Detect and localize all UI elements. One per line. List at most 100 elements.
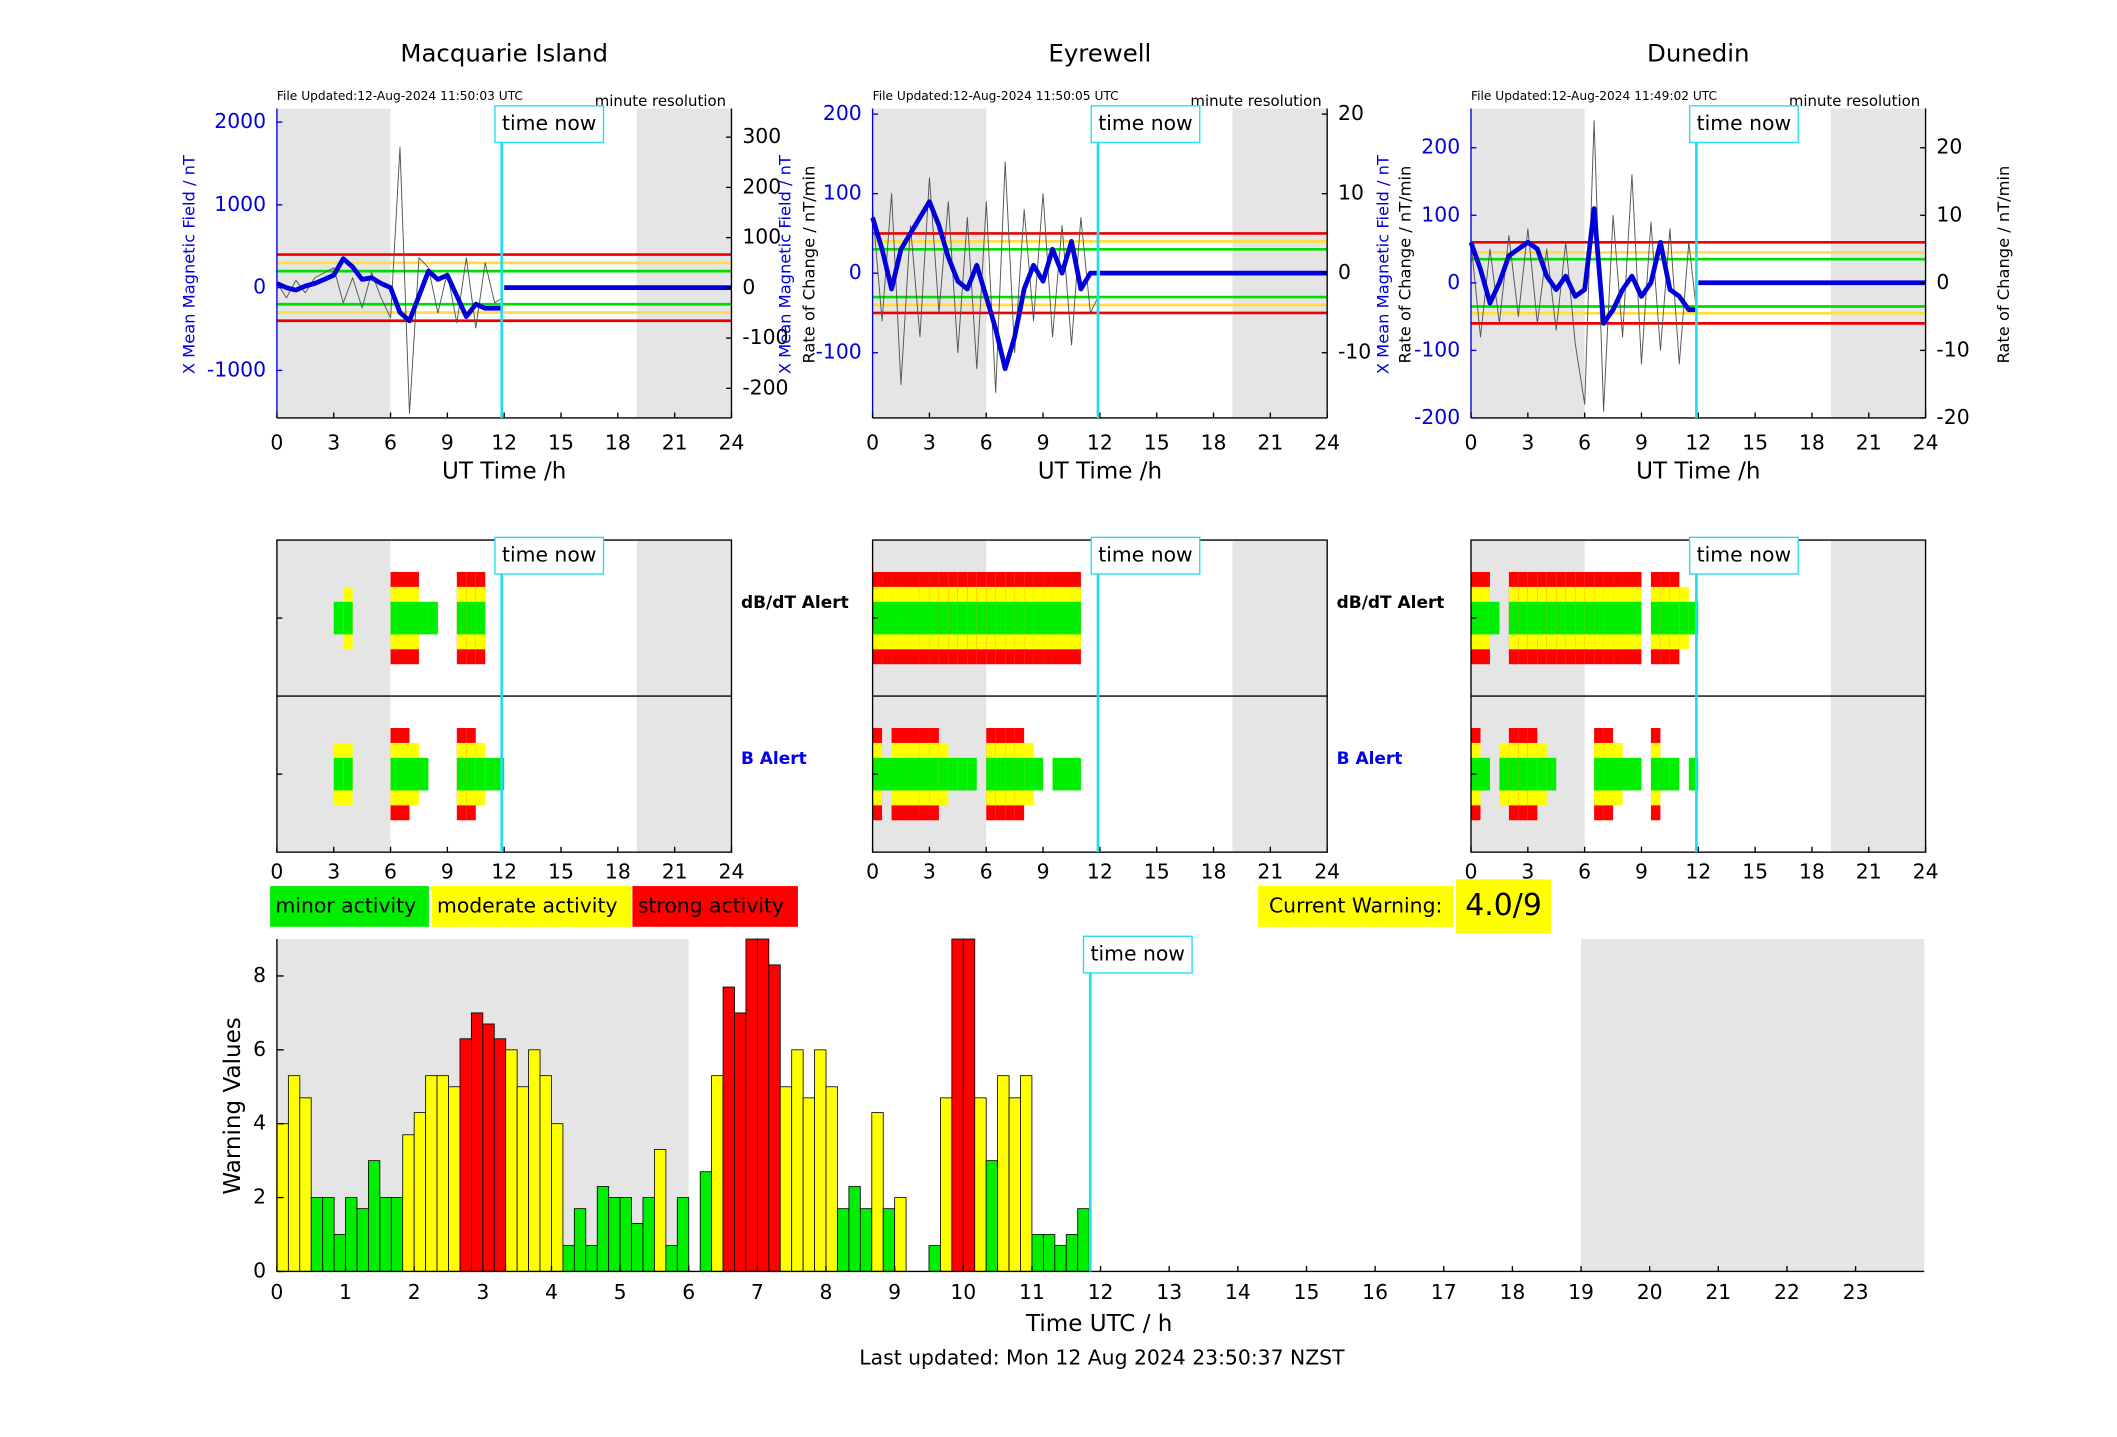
alert-block [1688, 601, 1699, 635]
alert-block [1489, 601, 1500, 635]
alert-block [1508, 601, 1519, 635]
y-tick-label: 0 [253, 1258, 266, 1282]
y2-tick-label: -100 [742, 325, 788, 349]
night-shade [1830, 108, 1926, 418]
field-line [870, 199, 1328, 372]
alert-block [957, 601, 968, 635]
x-tick-label: 3 [327, 431, 340, 455]
warning-bar [962, 938, 976, 1272]
warning-bar [619, 1197, 632, 1272]
warning-bar [1054, 1245, 1067, 1272]
x-tick-label: 18 [1201, 860, 1227, 884]
x-tick-label: 6 [980, 431, 993, 455]
row-label: B Alert [1337, 748, 1403, 768]
warning-bar [608, 1197, 621, 1272]
alert-block [919, 757, 930, 791]
y-tick-label: 2 [253, 1185, 266, 1209]
alert-block [1052, 757, 1063, 791]
y2-tick-label: -10 [1936, 337, 1969, 361]
x-tick-label: 18 [605, 860, 631, 884]
y-tick-label: -100 [816, 340, 862, 364]
x-tick-label: 0 [866, 431, 879, 455]
warning-bar [516, 1086, 530, 1272]
time-now-box [494, 536, 605, 575]
x-tick-label: 6 [980, 860, 993, 884]
warning-bar [1077, 1208, 1090, 1272]
warning-bar [356, 1208, 369, 1272]
x-axis-label: Time UTC / h [1025, 1311, 1172, 1337]
alert-block [466, 601, 476, 635]
y2-axis-label: Rate of Change / nT/min [800, 166, 819, 364]
alert-block [948, 757, 958, 791]
station-title: Dunedin [1647, 38, 1750, 67]
warning-label: Current Warning: [1269, 893, 1442, 917]
alert-block [1537, 757, 1547, 791]
alert-block [986, 601, 996, 635]
warning-bar [859, 1208, 873, 1272]
alert-block [494, 757, 505, 791]
y-tick-label: 8 [253, 963, 266, 987]
night-shade [1232, 108, 1328, 418]
warning-bar [779, 1086, 793, 1272]
alert-block [400, 757, 410, 791]
y-tick-label: 6 [253, 1037, 266, 1061]
x-tick-label: 12 [1088, 1280, 1114, 1304]
alert-block [1575, 601, 1585, 635]
alert-block [1660, 601, 1670, 635]
warning-bar [791, 1049, 804, 1272]
night-shade [872, 108, 987, 418]
alert-block [967, 757, 977, 791]
warning-bar [1042, 1234, 1056, 1272]
warning-bar [287, 1075, 301, 1272]
x-axis-label: UT Time /h [1038, 459, 1162, 485]
warning-bar [676, 1197, 690, 1272]
alert-block [1518, 601, 1528, 635]
warning-bar [699, 1171, 713, 1272]
alert-block [390, 601, 401, 635]
warning-bar [573, 1208, 587, 1272]
alert-block [1508, 757, 1519, 791]
x-tick-label: 0 [270, 860, 283, 884]
alert-block [1565, 601, 1576, 635]
warning-bar [768, 964, 781, 1272]
alert-block [1546, 601, 1557, 635]
warning-bar [997, 1075, 1010, 1272]
warning-bar [1020, 1075, 1033, 1272]
x-tick-label: 24 [719, 860, 745, 884]
warning-bar [413, 1112, 427, 1272]
alert-block [475, 757, 486, 791]
alert-block [1071, 601, 1081, 635]
alert-block [1014, 757, 1025, 791]
alert-block [409, 757, 419, 791]
x-tick-label: 19 [1568, 1280, 1594, 1304]
x-tick-label: 6 [682, 1280, 695, 1304]
warning-bar [825, 1086, 838, 1272]
y-tick-label: -1000 [207, 357, 266, 381]
y2-tick-label: 100 [742, 225, 781, 249]
warning-bar [551, 1123, 564, 1272]
x-tick-label: 3 [327, 860, 340, 884]
x-tick-label: 15 [1294, 1280, 1320, 1304]
y-tick-label: 200 [823, 101, 862, 125]
alert-block [910, 757, 920, 791]
warning-bar [596, 1186, 610, 1272]
warning-value-box [1456, 879, 1552, 934]
warning-bar [322, 1197, 335, 1272]
x-tick-label: 12 [1685, 860, 1711, 884]
x-tick-label: 0 [270, 431, 283, 455]
y2-tick-label: 10 [1936, 202, 1962, 226]
time-now-label: time now [1098, 111, 1192, 135]
warning-bar [562, 1245, 575, 1272]
alert-block [1518, 757, 1528, 791]
alert-block [1071, 757, 1081, 791]
y-tick-label: 0 [253, 275, 266, 299]
time-now-box [1090, 536, 1201, 575]
warning-bar [848, 1186, 861, 1272]
x-tick-label: 18 [1799, 860, 1825, 884]
y-tick-label: 2000 [214, 109, 266, 133]
warning-bar [894, 1197, 907, 1272]
warning-bar [367, 1160, 381, 1272]
y2-tick-label: 10 [1338, 181, 1364, 205]
warning-bar [734, 1012, 747, 1272]
x-tick-label: 24 [1913, 431, 1939, 455]
